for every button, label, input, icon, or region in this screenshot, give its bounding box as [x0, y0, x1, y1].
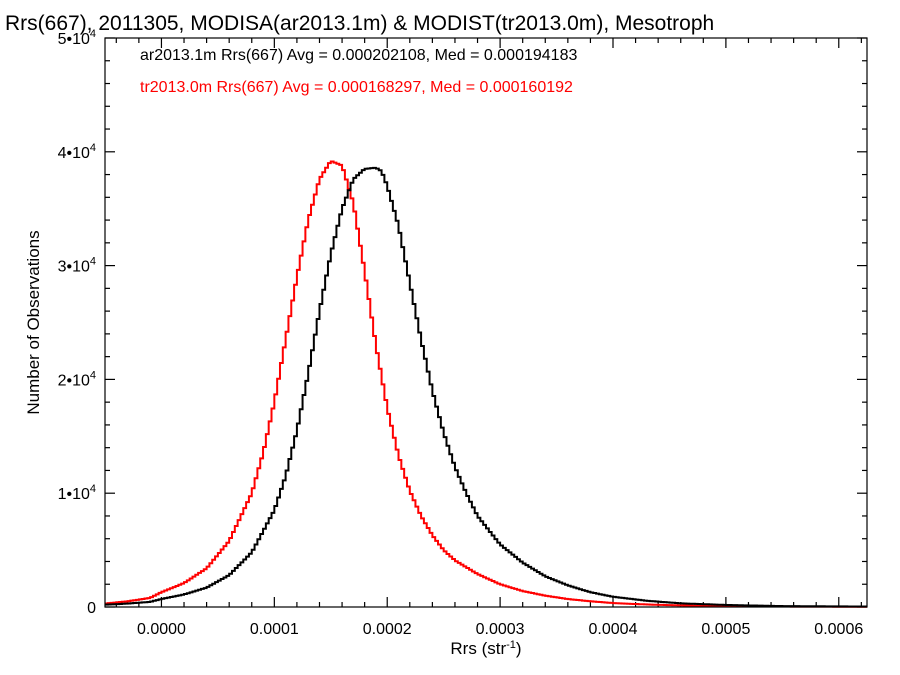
x-axis-label-exponent: -1	[506, 639, 516, 651]
x-tick-label: 0.0004	[589, 621, 638, 638]
x-axis-label-base: Rrs (str	[450, 639, 506, 658]
y-tick-label: 0	[87, 600, 96, 617]
y-tick-label: 2•104	[58, 369, 96, 389]
y-tick-label: 1•104	[58, 483, 96, 503]
legend-entry-tr2013: tr2013.0m Rrs(667) Avg = 0.000168297, Me…	[140, 79, 573, 96]
x-axis-label-close: )	[516, 639, 522, 658]
x-tick-label: 0.0002	[363, 621, 412, 638]
x-tick-label: 0.0001	[250, 621, 299, 638]
plot-frame	[104, 37, 868, 608]
chart-title: Rrs(667), 2011305, MODISA(ar2013.1m) & M…	[5, 12, 714, 35]
x-tick-label: 0.0000	[137, 621, 186, 638]
y-axis-label: Number of Observations	[24, 230, 43, 414]
x-tick-label: 0.0006	[814, 621, 863, 638]
legend-entry-ar2013: ar2013.1m Rrs(667) Avg = 0.000202108, Me…	[140, 47, 577, 64]
data-series	[105, 160, 867, 608]
y-tick-label: 4•104	[58, 142, 96, 162]
x-tick-label: 0.0003	[476, 621, 525, 638]
series-line-tr2013.0m	[105, 160, 867, 608]
y-tick-label: 5•104	[58, 28, 96, 48]
x-tick-label: 0.0005	[701, 621, 750, 638]
y-tick-label: 3•104	[58, 256, 96, 276]
series-line-ar2013.1m	[105, 166, 867, 608]
axis-ticks: 0.0000 0.0001 0.0002 0.0003 0.0004 0.0005 0.00…	[58, 28, 867, 638]
x-axis-label: Rrs (str-1)	[450, 639, 521, 658]
